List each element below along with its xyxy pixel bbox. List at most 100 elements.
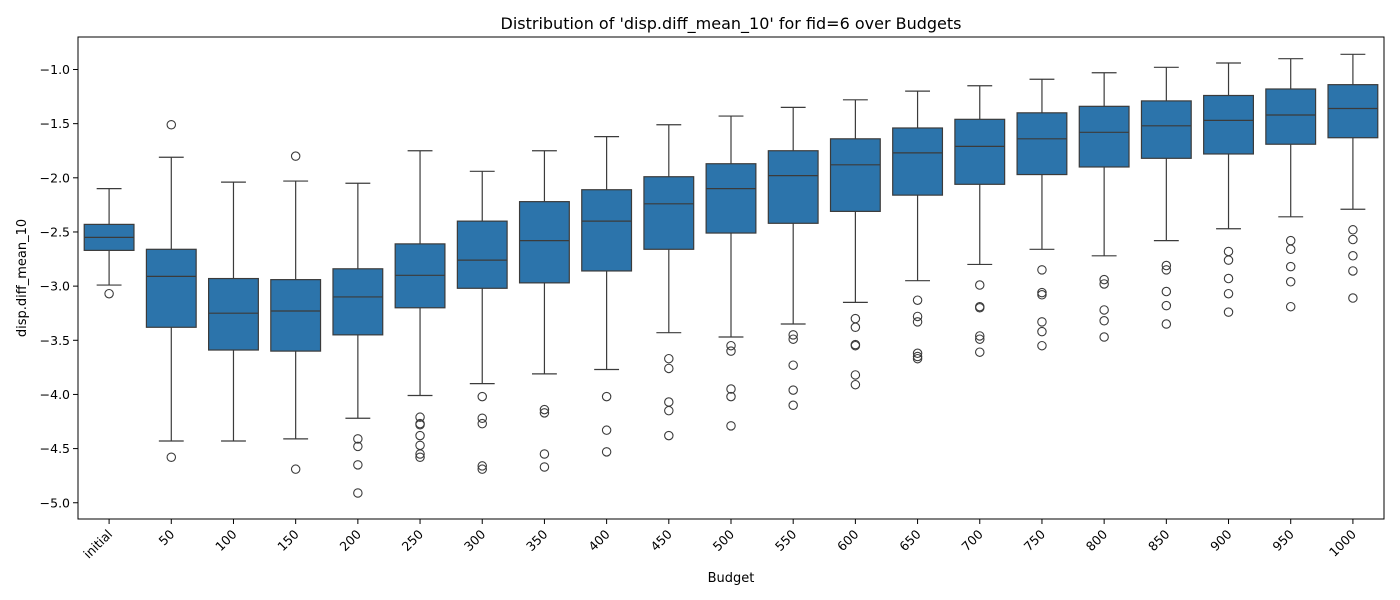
box-group-550 — [767, 106, 819, 411]
outlier-point — [850, 370, 861, 380]
outlier-point — [415, 412, 425, 422]
box — [954, 118, 1006, 185]
box — [1327, 84, 1379, 139]
outlier-point — [539, 404, 550, 415]
x-tick-label: 800 — [1083, 526, 1111, 554]
outlier-point — [912, 348, 923, 359]
outlier-point — [975, 347, 985, 357]
outlier-point — [1223, 307, 1234, 317]
box-group-700 — [954, 85, 1006, 357]
outlier-point — [726, 384, 736, 394]
outlier-point — [1223, 273, 1234, 284]
outlier-point — [415, 449, 425, 459]
outlier-point — [788, 330, 798, 340]
x-axis-label: Budget — [708, 571, 755, 586]
outlier-point — [1037, 317, 1047, 327]
outlier-point — [912, 353, 923, 364]
box — [829, 138, 881, 212]
outlier-point — [477, 461, 487, 471]
outlier-point — [850, 322, 861, 333]
outlier-point — [850, 379, 861, 390]
box — [1016, 112, 1068, 176]
outlier-point — [415, 430, 425, 441]
box — [518, 201, 570, 284]
outlier-point — [1099, 305, 1109, 315]
outlier-point — [166, 452, 177, 463]
outlier-point — [1037, 290, 1047, 300]
outlier-point — [912, 295, 923, 305]
x-tick-label: 650 — [896, 526, 924, 554]
box-group-500 — [705, 115, 757, 431]
outlier-point — [477, 464, 487, 474]
box — [456, 220, 508, 289]
outlier-point — [664, 353, 674, 364]
outlier-point — [1161, 286, 1172, 297]
outlier-point — [664, 397, 674, 407]
y-tick-label: −1.0 — [40, 62, 70, 77]
outlier-point — [539, 462, 550, 472]
outlier-point — [850, 340, 861, 351]
box-group-300 — [456, 170, 508, 474]
box-group-800 — [1078, 72, 1130, 342]
x-tick-label: 900 — [1207, 526, 1235, 554]
outlier-point — [601, 447, 612, 457]
outlier-point — [1348, 293, 1358, 303]
outlier-point — [1223, 288, 1234, 299]
outlier-point — [726, 346, 736, 356]
outlier-point — [850, 313, 861, 324]
outlier-point — [664, 430, 674, 441]
box-group-650 — [892, 90, 944, 364]
x-tick-label: 200 — [337, 526, 365, 554]
outlier-point — [1285, 235, 1296, 246]
box-group-150 — [270, 151, 322, 474]
y-tick-label: −2.5 — [40, 224, 70, 239]
outlier-point — [353, 441, 363, 452]
outlier-point — [912, 311, 923, 322]
y-tick-label: −5.0 — [40, 495, 70, 510]
outlier-point — [290, 464, 301, 474]
outlier-point — [415, 440, 425, 451]
outlier-point — [788, 360, 798, 370]
outlier-point — [1099, 316, 1109, 326]
outlier-point — [1348, 251, 1358, 261]
box-group-950 — [1265, 58, 1317, 312]
outlier-point — [664, 405, 674, 416]
outlier-point — [1037, 265, 1047, 275]
box-group-1000 — [1327, 53, 1379, 303]
box — [332, 268, 384, 336]
outlier-point — [1285, 244, 1296, 255]
outlier-point — [975, 280, 985, 290]
x-tick-label: 500 — [710, 526, 738, 554]
outlier-point — [1099, 274, 1109, 285]
outlier-point — [415, 420, 425, 430]
x-tick-label: 600 — [834, 526, 862, 554]
x-tick-label: 250 — [399, 526, 427, 554]
box — [643, 176, 695, 250]
outlier-point — [664, 363, 674, 374]
box-group-450 — [643, 124, 695, 441]
box-group-600 — [829, 99, 881, 390]
x-tick-label: 150 — [274, 526, 302, 554]
box — [581, 189, 633, 272]
box-group-initial — [83, 188, 135, 299]
outlier-point — [353, 434, 363, 444]
box — [208, 277, 259, 351]
outlier-point — [353, 488, 363, 498]
outlier-point — [104, 288, 114, 299]
x-tick-label: 50 — [156, 526, 178, 548]
outlier-point — [1161, 260, 1172, 271]
y-tick-label: −2.0 — [40, 170, 70, 185]
outlier-point — [539, 408, 550, 418]
box — [1203, 94, 1254, 155]
outlier-point — [1099, 332, 1109, 342]
outlier-point — [726, 421, 736, 431]
box-group-350 — [518, 150, 570, 472]
outlier-point — [477, 413, 487, 424]
x-tick-label: 550 — [772, 526, 800, 554]
x-tick-label: 1000 — [1326, 526, 1359, 559]
box-group-200 — [332, 182, 384, 498]
outlier-point — [1285, 301, 1296, 312]
outlier-point — [1161, 319, 1172, 329]
chart-title: Distribution of 'disp.diff_mean_10' for … — [501, 14, 962, 34]
x-tick-label: 350 — [523, 526, 551, 554]
